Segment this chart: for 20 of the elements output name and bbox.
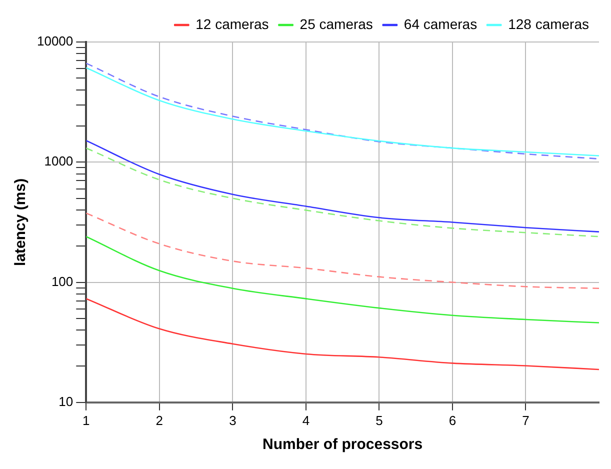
legend-label: 64 cameras <box>404 16 478 32</box>
line-series <box>86 236 599 324</box>
line-series <box>86 298 599 370</box>
x-tick-label: 7 <box>522 412 530 428</box>
y-tick-label: 10000 <box>36 34 74 49</box>
x-tick-label: 4 <box>302 412 310 428</box>
legend-label: 128 cameras <box>508 16 590 32</box>
x-tick-label: 5 <box>376 412 383 428</box>
y-tick-label: 100 <box>51 274 74 289</box>
x-tick-label: 6 <box>448 412 456 428</box>
y-tick-label: 1000 <box>44 154 74 169</box>
y-axis-title: latency (ms) <box>12 178 30 266</box>
legend-label: 12 cameras <box>196 16 269 32</box>
x-tick-label: 3 <box>229 412 236 428</box>
x-tick-label: 2 <box>156 412 164 428</box>
legend-label: 25 cameras <box>300 16 373 32</box>
y-tick-label: 10 <box>58 394 74 409</box>
line-series <box>86 212 599 289</box>
x-tick-label: 1 <box>82 412 90 428</box>
x-axis-title: Number of processors <box>262 436 423 454</box>
